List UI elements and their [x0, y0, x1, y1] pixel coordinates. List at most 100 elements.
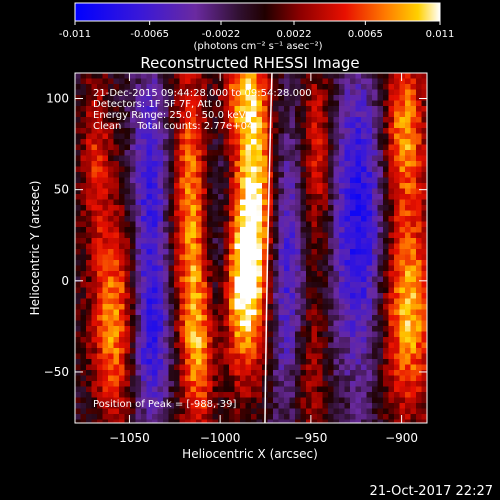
- heatmap-cell: [146, 122, 153, 129]
- heatmap-cell: [284, 166, 290, 173]
- heatmap-cell: [256, 238, 263, 244]
- heatmap-cell: [306, 408, 312, 415]
- heatmap-cell: [410, 342, 417, 349]
- heatmap-cell: [388, 95, 395, 101]
- heatmap-cell: [262, 139, 268, 145]
- heatmap-cell: [135, 298, 142, 305]
- heatmap-cell: [80, 419, 87, 423]
- heatmap-cell: [295, 166, 301, 173]
- heatmap-cell: [108, 282, 114, 288]
- heatmap-cell: [218, 370, 224, 376]
- heatmap-cell: [416, 133, 422, 140]
- heatmap-cell: [372, 100, 378, 107]
- heatmap-cell: [416, 254, 422, 261]
- heatmap-cell: [152, 238, 158, 244]
- heatmap-cell: [372, 326, 378, 332]
- heatmap-cell: [361, 249, 367, 255]
- heatmap-cell: [399, 117, 406, 123]
- heatmap-cell: [306, 183, 312, 189]
- heatmap-cell: [322, 298, 329, 305]
- heatmap-cell: [383, 166, 389, 173]
- heatmap-cell: [245, 238, 252, 244]
- heatmap-cell: [108, 419, 114, 423]
- heatmap-cell: [328, 117, 334, 123]
- heatmap-cell: [97, 271, 103, 277]
- heatmap-cell: [174, 161, 180, 167]
- heatmap-cell: [410, 320, 417, 327]
- heatmap-cell: [196, 276, 202, 283]
- heatmap-cell: [317, 276, 323, 283]
- heatmap-cell: [317, 298, 323, 305]
- heatmap-cell: [240, 100, 246, 107]
- heatmap-cell: [119, 397, 125, 404]
- heatmap-cell: [179, 381, 186, 387]
- heatmap-cell: [119, 337, 125, 343]
- heatmap-cell: [223, 287, 230, 294]
- heatmap-cell: [124, 348, 131, 354]
- heatmap-cell: [86, 183, 92, 189]
- heatmap-cell: [146, 315, 153, 321]
- heatmap-cell: [146, 276, 153, 283]
- heatmap-cell: [108, 210, 114, 217]
- heatmap-cell: [179, 359, 186, 365]
- heatmap-cell: [328, 386, 334, 393]
- heatmap-cell: [124, 210, 131, 217]
- heatmap-cell: [240, 243, 246, 250]
- heatmap-cell: [421, 73, 427, 79]
- heatmap-cell: [377, 364, 384, 371]
- heatmap-cell: [278, 95, 285, 101]
- heatmap-cell: [152, 309, 158, 316]
- heatmap-cell: [295, 359, 301, 365]
- heatmap-cell: [278, 375, 285, 382]
- heatmap-cell: [174, 353, 180, 360]
- heatmap-cell: [201, 353, 208, 360]
- heatmap-cell: [201, 282, 208, 288]
- heatmap-cell: [75, 227, 81, 233]
- heatmap-cell: [328, 260, 334, 266]
- heatmap-cell: [416, 381, 422, 387]
- heatmap-cell: [366, 210, 373, 217]
- heatmap-cell: [163, 205, 169, 211]
- heatmap-cell: [75, 89, 81, 96]
- heatmap-cell: [251, 320, 257, 327]
- heatmap-cell: [212, 326, 219, 332]
- heatmap-cell: [388, 403, 395, 409]
- heatmap-cell: [300, 392, 307, 398]
- heatmap-cell: [113, 249, 120, 255]
- heatmap-cell: [328, 353, 334, 360]
- heatmap-cell: [311, 348, 318, 354]
- heatmap-cell: [350, 166, 356, 173]
- heatmap-cell: [234, 161, 241, 167]
- heatmap-cell: [328, 364, 334, 371]
- heatmap-cell: [240, 210, 246, 217]
- heatmap-cell: [80, 337, 87, 343]
- heatmap-cell: [190, 348, 197, 354]
- heatmap-cell: [394, 287, 400, 294]
- heatmap-cell: [152, 370, 158, 376]
- heatmap-cell: [168, 342, 175, 349]
- heatmap-cell: [130, 260, 136, 266]
- heatmap-cell: [80, 364, 87, 371]
- heatmap-cell: [86, 249, 92, 255]
- heatmap-cell: [317, 243, 323, 250]
- heatmap-cell: [256, 392, 263, 398]
- heatmap-cell: [223, 205, 230, 211]
- heatmap-cell: [284, 337, 290, 343]
- heatmap-cell: [102, 216, 109, 222]
- heatmap-cell: [284, 177, 290, 184]
- heatmap-cell: [350, 337, 356, 343]
- heatmap-cell: [355, 166, 362, 173]
- heatmap-cell: [388, 210, 395, 217]
- heatmap-cell: [399, 199, 406, 206]
- heatmap-cell: [405, 271, 411, 277]
- heatmap-cell: [80, 282, 87, 288]
- heatmap-cell: [289, 95, 296, 101]
- heatmap-cell: [102, 276, 109, 283]
- heatmap-cell: [130, 128, 136, 134]
- heatmap-cell: [141, 139, 147, 145]
- heatmap-cell: [322, 188, 329, 195]
- heatmap-cell: [113, 392, 120, 398]
- heatmap-cell: [306, 122, 312, 129]
- heatmap-cell: [124, 276, 131, 283]
- heatmap-cell: [383, 89, 389, 96]
